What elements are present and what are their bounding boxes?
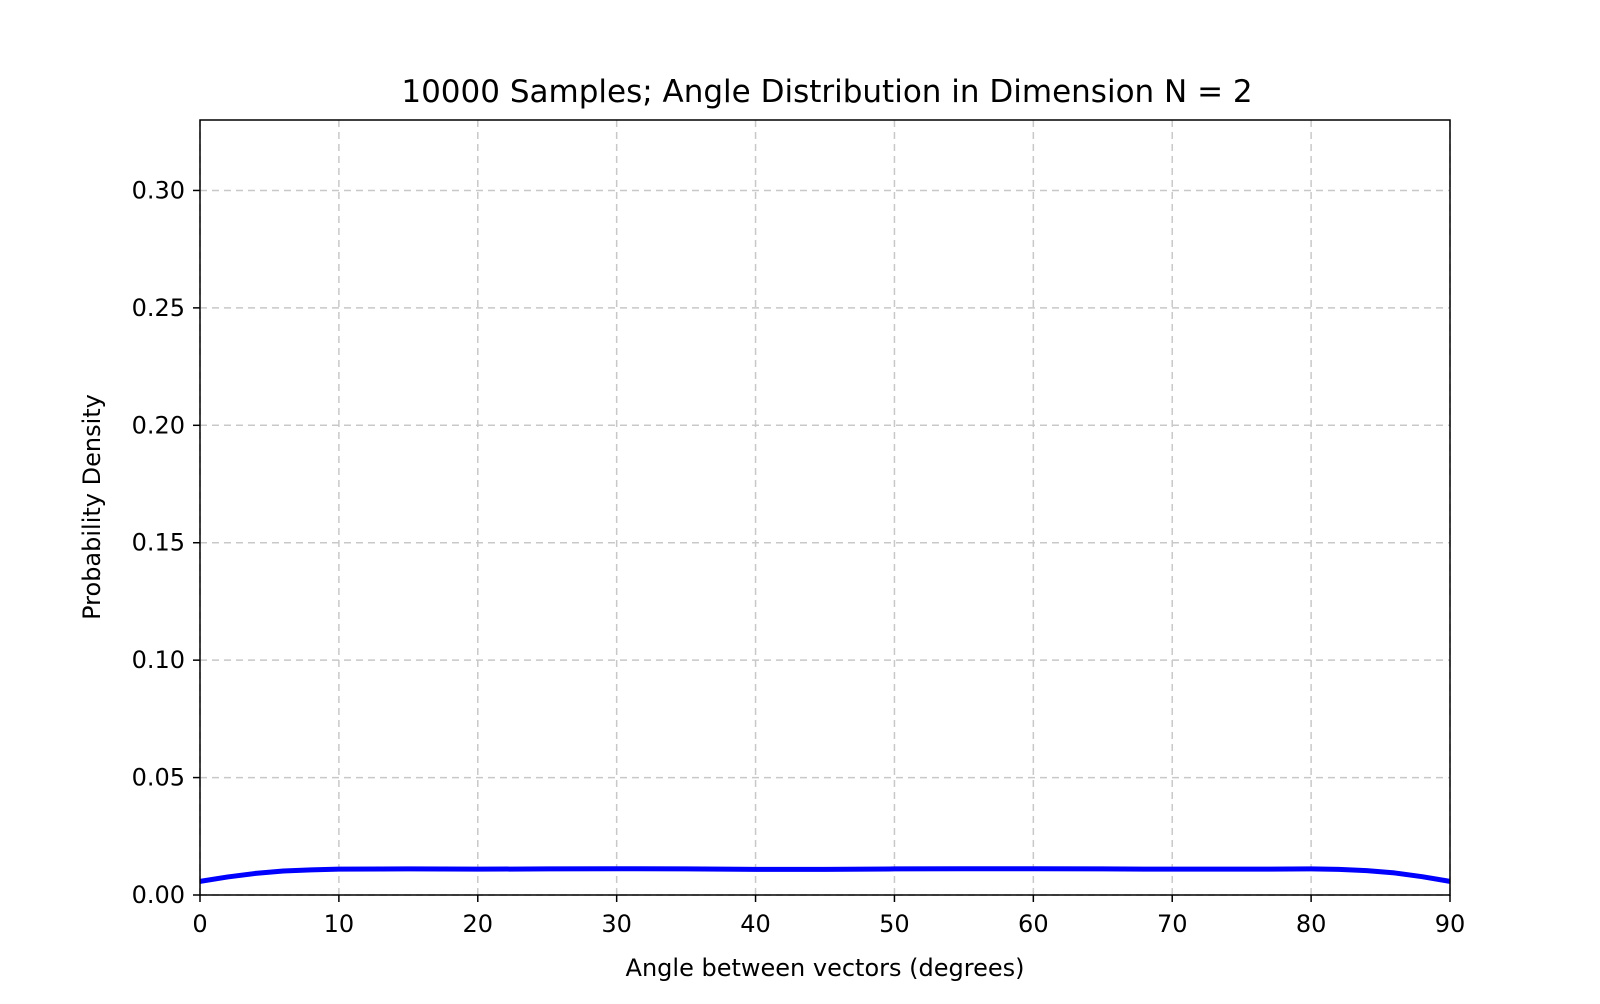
x-tick-label: 90: [1435, 910, 1466, 938]
chart-title: 10000 Samples; Angle Distribution in Dim…: [401, 74, 1252, 110]
y-axis-label: Probability Density: [78, 394, 106, 620]
x-tick-label: 50: [879, 910, 910, 938]
x-tick-label: 20: [463, 910, 494, 938]
y-tick-label: 0.15: [132, 529, 185, 557]
x-axis-label: Angle between vectors (degrees): [626, 954, 1025, 982]
y-tick-label: 0.30: [132, 176, 185, 204]
x-tick-label: 30: [601, 910, 632, 938]
y-tick-label: 0.10: [132, 646, 185, 674]
y-tick-label: 0.05: [132, 764, 185, 792]
x-tick-label: 10: [324, 910, 355, 938]
y-tick-label: 0.20: [132, 411, 185, 439]
x-tick-label: 70: [1157, 910, 1188, 938]
y-tick-label: 0.00: [132, 881, 185, 909]
x-tick-label: 40: [740, 910, 771, 938]
x-tick-label: 60: [1018, 910, 1049, 938]
x-axis-ticks: 0 10 20 30 40 50 60 70 80 90: [192, 895, 1465, 938]
series-layer: [199, 866, 1451, 884]
density-curve: [199, 866, 1451, 884]
plot-frame: [199, 119, 1451, 896]
x-tick-label: 80: [1296, 910, 1327, 938]
y-axis-ticks: 0.00 0.05 0.10 0.15 0.20 0.25 0.30: [132, 176, 200, 909]
y-tick-label: 0.25: [132, 294, 185, 322]
x-tick-label: 0: [192, 910, 207, 938]
